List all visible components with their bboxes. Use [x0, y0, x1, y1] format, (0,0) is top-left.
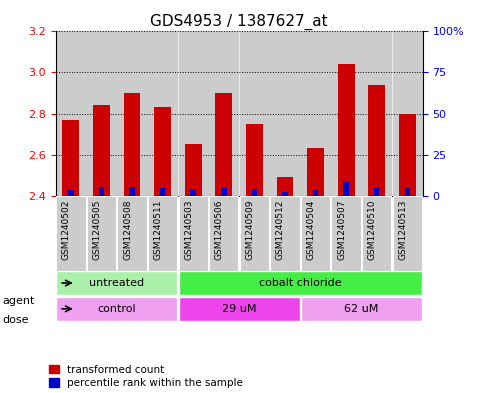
Text: GSM1240508: GSM1240508 — [123, 199, 132, 260]
Bar — [148, 31, 177, 196]
Bar — [362, 31, 391, 196]
Bar — [331, 31, 361, 196]
Bar — [99, 187, 104, 196]
FancyBboxPatch shape — [270, 196, 299, 271]
Bar — [68, 190, 73, 196]
Text: untreated: untreated — [89, 278, 144, 288]
Text: GSM1240509: GSM1240509 — [245, 199, 255, 260]
Text: GSM1240505: GSM1240505 — [92, 199, 101, 260]
Bar — [93, 105, 110, 196]
Bar — [124, 93, 141, 196]
FancyBboxPatch shape — [56, 297, 177, 321]
Text: agent: agent — [2, 296, 35, 306]
Bar — [307, 149, 324, 196]
Bar — [190, 190, 196, 196]
Bar — [209, 31, 239, 196]
FancyBboxPatch shape — [56, 196, 85, 271]
Bar — [246, 124, 263, 196]
FancyBboxPatch shape — [393, 196, 422, 271]
FancyBboxPatch shape — [56, 272, 177, 295]
Bar — [129, 187, 135, 196]
Text: GSM1240510: GSM1240510 — [368, 199, 377, 260]
FancyBboxPatch shape — [179, 272, 422, 295]
Bar — [301, 31, 330, 196]
Text: GSM1240503: GSM1240503 — [184, 199, 193, 260]
Text: 62 uM: 62 uM — [344, 304, 379, 314]
FancyBboxPatch shape — [331, 196, 361, 271]
Bar — [56, 31, 85, 196]
Text: dose: dose — [2, 315, 29, 325]
FancyBboxPatch shape — [362, 196, 391, 271]
Bar — [221, 188, 227, 196]
Bar — [277, 177, 293, 196]
Bar — [338, 64, 355, 196]
Bar — [399, 114, 416, 196]
Bar — [179, 31, 208, 196]
Text: GSM1240506: GSM1240506 — [215, 199, 224, 260]
Bar — [160, 188, 165, 196]
Bar — [282, 191, 288, 196]
Text: GSM1240507: GSM1240507 — [337, 199, 346, 260]
Text: GSM1240504: GSM1240504 — [307, 199, 315, 260]
FancyBboxPatch shape — [240, 196, 269, 271]
Text: GSM1240502: GSM1240502 — [62, 199, 71, 260]
FancyBboxPatch shape — [148, 196, 177, 271]
FancyBboxPatch shape — [209, 196, 239, 271]
FancyBboxPatch shape — [179, 196, 208, 271]
Bar — [240, 31, 269, 196]
Bar — [393, 31, 422, 196]
Bar — [215, 93, 232, 196]
Title: GDS4953 / 1387627_at: GDS4953 / 1387627_at — [150, 14, 328, 30]
Legend: transformed count, percentile rank within the sample: transformed count, percentile rank withi… — [49, 365, 243, 388]
FancyBboxPatch shape — [301, 297, 422, 321]
FancyBboxPatch shape — [87, 196, 116, 271]
Bar — [62, 120, 79, 196]
Bar — [313, 190, 318, 196]
Bar — [369, 85, 385, 196]
Bar — [252, 189, 257, 196]
FancyBboxPatch shape — [117, 196, 147, 271]
FancyBboxPatch shape — [301, 196, 330, 271]
Bar — [374, 187, 380, 196]
Bar — [154, 107, 171, 196]
Text: cobalt chloride: cobalt chloride — [259, 278, 341, 288]
Text: GSM1240513: GSM1240513 — [398, 199, 407, 260]
Bar — [185, 144, 201, 196]
Text: GSM1240512: GSM1240512 — [276, 199, 285, 260]
FancyBboxPatch shape — [179, 297, 299, 321]
Bar — [87, 31, 116, 196]
Text: GSM1240511: GSM1240511 — [154, 199, 163, 260]
Bar — [343, 182, 349, 196]
Bar — [270, 31, 299, 196]
Bar — [117, 31, 147, 196]
Text: control: control — [98, 304, 136, 314]
Text: 29 uM: 29 uM — [222, 304, 256, 314]
Bar — [405, 188, 410, 196]
